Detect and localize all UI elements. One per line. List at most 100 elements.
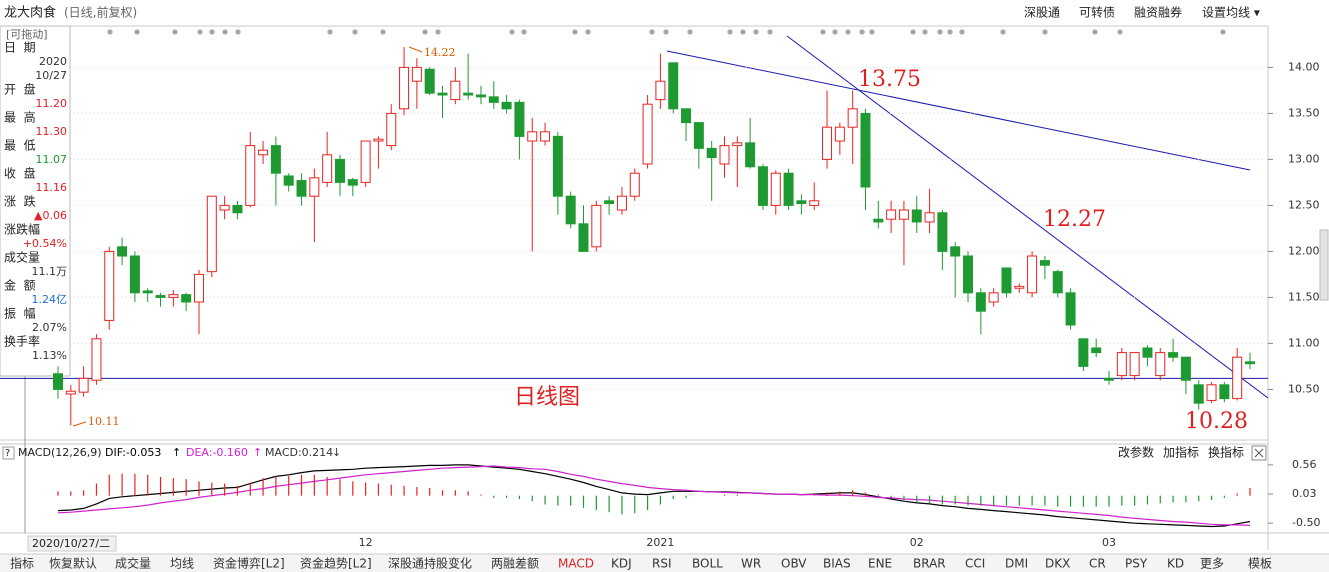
candle-body xyxy=(386,112,397,147)
tab[interactable]: ENE xyxy=(868,557,892,571)
legend-arrow: ↓ xyxy=(332,446,341,459)
cursor-date-box xyxy=(27,535,117,552)
y-tick-label: 12.50 xyxy=(1288,198,1320,211)
tab[interactable]: 两融差额 xyxy=(491,557,539,571)
candle-body xyxy=(309,177,320,197)
candle-body xyxy=(168,294,179,298)
candle-body xyxy=(283,175,294,186)
x-tick-label: 12 xyxy=(359,536,373,549)
event-marker xyxy=(727,29,733,35)
tab[interactable]: 更多 xyxy=(1200,557,1224,571)
y-tick-label: 13.50 xyxy=(1288,106,1320,119)
candle-body xyxy=(129,255,140,294)
panel-button[interactable]: 改参数 xyxy=(1118,445,1154,460)
info-value: 11.1万 xyxy=(32,265,68,278)
y-tick-label: 12.00 xyxy=(1288,244,1320,257)
candle-body xyxy=(155,295,166,298)
tab[interactable]: 指标 xyxy=(10,556,34,571)
top-button[interactable]: 深股通 xyxy=(1024,6,1060,20)
macd-title: MACD(12,26,9) xyxy=(18,446,102,459)
info-value: 1.13% xyxy=(32,349,67,362)
candle-body xyxy=(860,112,871,188)
tab[interactable]: 深股通持股变化 xyxy=(388,556,472,571)
candle-body xyxy=(78,377,89,393)
candle-body xyxy=(1078,338,1089,367)
candle-body xyxy=(206,195,217,273)
candle-body xyxy=(527,131,538,142)
event-marker xyxy=(585,29,591,35)
candle-body xyxy=(245,145,256,206)
candle-body xyxy=(834,126,845,142)
info-value: 1.24亿 xyxy=(32,293,68,306)
candle-body xyxy=(745,142,756,168)
tab[interactable]: 资金趋势[L2] xyxy=(300,556,372,571)
y-tick-label: 11.00 xyxy=(1288,336,1320,349)
tab[interactable]: WR xyxy=(741,557,761,571)
event-marker xyxy=(1220,29,1226,35)
price-annotation: 10.28 xyxy=(1185,409,1248,434)
tab[interactable]: BOLL xyxy=(692,557,723,571)
candle-body xyxy=(886,209,897,220)
tab[interactable]: MACD xyxy=(558,557,594,571)
tab[interactable]: DKX xyxy=(1045,557,1070,571)
legend-entry: DIF:-0.053 xyxy=(105,446,161,459)
tab[interactable]: BRAR xyxy=(913,557,946,571)
tab[interactable]: OBV xyxy=(781,557,807,571)
candle-body xyxy=(1206,384,1217,401)
tab[interactable]: CCI xyxy=(965,557,985,571)
candle-body xyxy=(1180,356,1191,381)
chart-title: 日线图 xyxy=(514,385,580,410)
tab[interactable]: CR xyxy=(1089,557,1106,571)
panel-button[interactable]: 换指标 xyxy=(1208,445,1244,460)
candle-body xyxy=(911,209,922,223)
info-value: 11.16 xyxy=(36,181,68,194)
y-tick-label: 0.03 xyxy=(1292,487,1317,500)
candle-body xyxy=(732,142,743,147)
tab[interactable]: BIAS xyxy=(823,557,851,571)
tab[interactable]: 成交量 xyxy=(115,556,151,571)
candle-body xyxy=(1052,271,1063,294)
tab[interactable]: 资金博弈[L2] xyxy=(213,556,285,571)
candle-body xyxy=(1193,384,1204,404)
top-button[interactable]: 设置均线 ▾ xyxy=(1202,6,1260,20)
top-button[interactable]: 融资融券 xyxy=(1134,5,1182,20)
drag-hint[interactable]: [可拖动] xyxy=(6,27,48,41)
event-marker xyxy=(649,29,655,35)
tabs: 指标 恢复默认 成交量 均线 资金博弈[L2] 资金趋势[L2] 深股通持股变化 两融差额 MA… xyxy=(10,556,1272,571)
legend-arrow: ↑ xyxy=(253,446,262,459)
help-icon[interactable] xyxy=(2,446,15,460)
candle-body xyxy=(1116,352,1127,377)
price-annotation: 12.27 xyxy=(1043,207,1106,232)
event-marker xyxy=(521,29,527,35)
tab[interactable]: KDJ xyxy=(611,557,632,571)
legend-arrow: ↑ xyxy=(172,446,181,459)
panel-button[interactable]: 加指标 xyxy=(1163,445,1199,460)
info-label: 成交量 xyxy=(4,250,40,265)
info-panel xyxy=(0,25,71,377)
event-marker xyxy=(422,29,428,35)
tab[interactable]: 模板 xyxy=(1248,557,1272,571)
info-value: 11.20 xyxy=(36,97,68,110)
chart-mode: (日线,前复权) xyxy=(64,5,137,20)
tab[interactable]: 恢复默认 xyxy=(49,556,97,571)
tab[interactable]: PSY xyxy=(1125,557,1148,571)
scroll-handle[interactable] xyxy=(1319,229,1329,301)
event-marker xyxy=(172,29,178,35)
x-tick-label: 03 xyxy=(1102,536,1116,549)
candle-body xyxy=(373,138,384,142)
tab[interactable]: KD xyxy=(1167,557,1184,571)
tab[interactable]: DMI xyxy=(1005,557,1028,571)
tab[interactable]: RSI xyxy=(652,557,672,571)
tab[interactable]: 均线 xyxy=(170,557,194,571)
info-label: 振 幅 xyxy=(4,306,36,321)
info-label: 最 低 xyxy=(4,139,36,153)
top-button[interactable]: 可转债 xyxy=(1079,5,1115,20)
legend-entry: MACD:0.214 xyxy=(265,446,333,459)
info-value: 10/27 xyxy=(35,69,67,82)
candle-body xyxy=(604,200,615,205)
annotation-arrow xyxy=(408,46,423,53)
candle-body xyxy=(565,195,576,225)
event-marker xyxy=(197,29,203,35)
candle-body xyxy=(91,338,102,381)
y-tick-label: 10.50 xyxy=(1288,382,1320,395)
